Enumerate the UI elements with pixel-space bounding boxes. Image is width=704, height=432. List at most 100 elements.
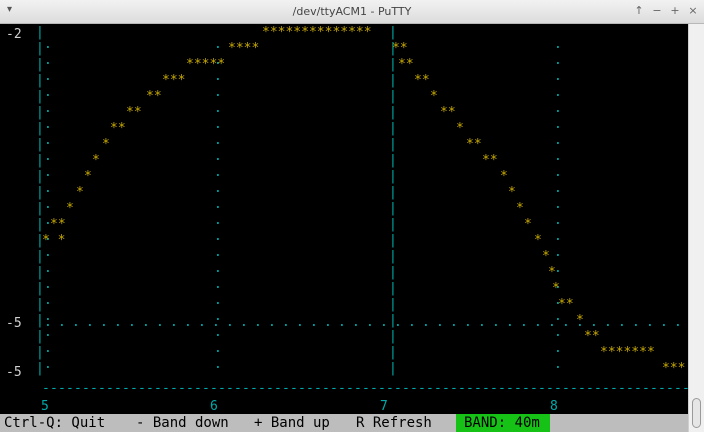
grid-dot: .: [214, 245, 222, 260]
band-up-hint[interactable]: + Band up: [254, 415, 330, 431]
x-axis-char: -: [466, 381, 474, 396]
maximize-up-icon[interactable]: ↑: [634, 4, 644, 17]
x-axis-char: -: [282, 381, 290, 396]
band-down-hint[interactable]: - Band down: [136, 415, 229, 431]
x-axis-char: -: [674, 381, 682, 396]
curve-segment: **: [392, 41, 408, 56]
curve-segment: ***: [662, 361, 685, 376]
chevron-down-icon[interactable]: ▾: [7, 4, 13, 15]
grid-dot: .: [310, 315, 318, 330]
grid-dot: .: [492, 315, 500, 330]
grid-dot: .: [128, 315, 136, 330]
grid-dot: .: [478, 315, 486, 330]
x-axis-char: -: [570, 381, 578, 396]
x-axis-char: -: [106, 381, 114, 396]
grid-dot: .: [554, 53, 562, 68]
grid-dot: .: [44, 293, 52, 308]
scrollbar[interactable]: [688, 24, 704, 432]
grid-dot: .: [214, 197, 222, 212]
marker-line-char: |: [389, 185, 397, 200]
x-axis-char: -: [610, 381, 618, 396]
y-axis-char: |: [36, 169, 44, 184]
x-axis-char: -: [322, 381, 330, 396]
x-axis-char: -: [634, 381, 642, 396]
marker-line-char: |: [389, 249, 397, 264]
grid-dot: .: [590, 315, 598, 330]
grid-dot: .: [380, 315, 388, 330]
x-axis-char: -: [482, 381, 490, 396]
grid-dot: .: [214, 341, 222, 356]
grid-dot: .: [198, 315, 206, 330]
curve-segment: ***: [162, 73, 185, 88]
close-icon[interactable]: ×: [688, 4, 698, 17]
grid-dot: .: [254, 315, 262, 330]
x-axis-char: -: [458, 381, 466, 396]
x-axis-char: -: [426, 381, 434, 396]
x-axis-char: -: [290, 381, 298, 396]
grid-dot: .: [450, 315, 458, 330]
grid-dot: .: [44, 133, 52, 148]
title-bar[interactable]: ▾ /dev/ttyACM1 - PuTTY ↑ − + ×: [0, 0, 704, 24]
x-axis-char: -: [594, 381, 602, 396]
y-axis-char: |: [36, 105, 44, 120]
terminal-area[interactable]: -2 -5 -5 5 6 7 8 .......................…: [0, 24, 688, 432]
x-axis-char: -: [642, 381, 650, 396]
x-axis-char: -: [74, 381, 82, 396]
x-axis-char: -: [522, 381, 530, 396]
grid-dot: .: [44, 277, 52, 292]
marker-line-char: |: [389, 297, 397, 312]
grid-dot: .: [214, 37, 222, 52]
plus-icon[interactable]: +: [670, 4, 680, 17]
x-axis-char: -: [626, 381, 634, 396]
grid-dot: .: [554, 357, 562, 372]
x-axis-char: -: [186, 381, 194, 396]
x-axis-char: -: [362, 381, 370, 396]
grid-dot: .: [44, 53, 52, 68]
grid-dot: .: [44, 149, 52, 164]
refresh-hint[interactable]: R Refresh: [356, 415, 432, 431]
grid-layer: ........................................…: [36, 25, 688, 396]
x-axis-char: -: [234, 381, 242, 396]
x-axis-char: -: [298, 381, 306, 396]
x-axis-char: -: [114, 381, 122, 396]
grid-dot: .: [214, 309, 222, 324]
grid-dot: .: [44, 37, 52, 52]
y-axis-char: |: [36, 361, 44, 376]
grid-dot: .: [214, 293, 222, 308]
window-controls: ↑ − + ×: [634, 4, 698, 17]
minimize-icon[interactable]: −: [652, 4, 662, 17]
marker-line-char: |: [389, 281, 397, 296]
grid-dot: .: [214, 181, 222, 196]
grid-dot: .: [554, 117, 562, 132]
y-axis-char: |: [36, 73, 44, 88]
grid-dot: .: [44, 315, 52, 330]
x-axis-char: -: [306, 381, 314, 396]
marker-line-char: |: [389, 265, 397, 280]
quit-hint[interactable]: Ctrl-Q: Quit: [4, 415, 106, 431]
marker-line-char: |: [389, 313, 397, 328]
grid-dot: .: [554, 277, 562, 292]
y-axis-char: |: [36, 313, 44, 328]
marker-line-char: |: [389, 73, 397, 88]
scrollbar-thumb[interactable]: [692, 398, 701, 428]
x-label-7: 7: [380, 399, 388, 414]
y-axis-char: |: [36, 89, 44, 104]
curve-segment: *: [508, 185, 516, 200]
curve-segment: *: [516, 201, 524, 216]
window-title: /dev/ttyACM1 - PuTTY: [292, 5, 412, 18]
x-axis-char: -: [474, 381, 482, 396]
curve-segment: **: [466, 137, 482, 152]
grid-dot: .: [212, 315, 220, 330]
y-axis-char: |: [36, 25, 44, 40]
curve-segment: *: [456, 121, 464, 136]
curve-segment: *: [84, 169, 92, 184]
grid-dot: .: [394, 315, 402, 330]
x-axis-char: -: [530, 381, 538, 396]
grid-dot: .: [554, 37, 562, 52]
x-axis-char: -: [490, 381, 498, 396]
grid-dot: .: [554, 325, 562, 340]
x-axis-char: -: [122, 381, 130, 396]
x-axis-char: -: [578, 381, 586, 396]
y-axis-char: |: [36, 153, 44, 168]
